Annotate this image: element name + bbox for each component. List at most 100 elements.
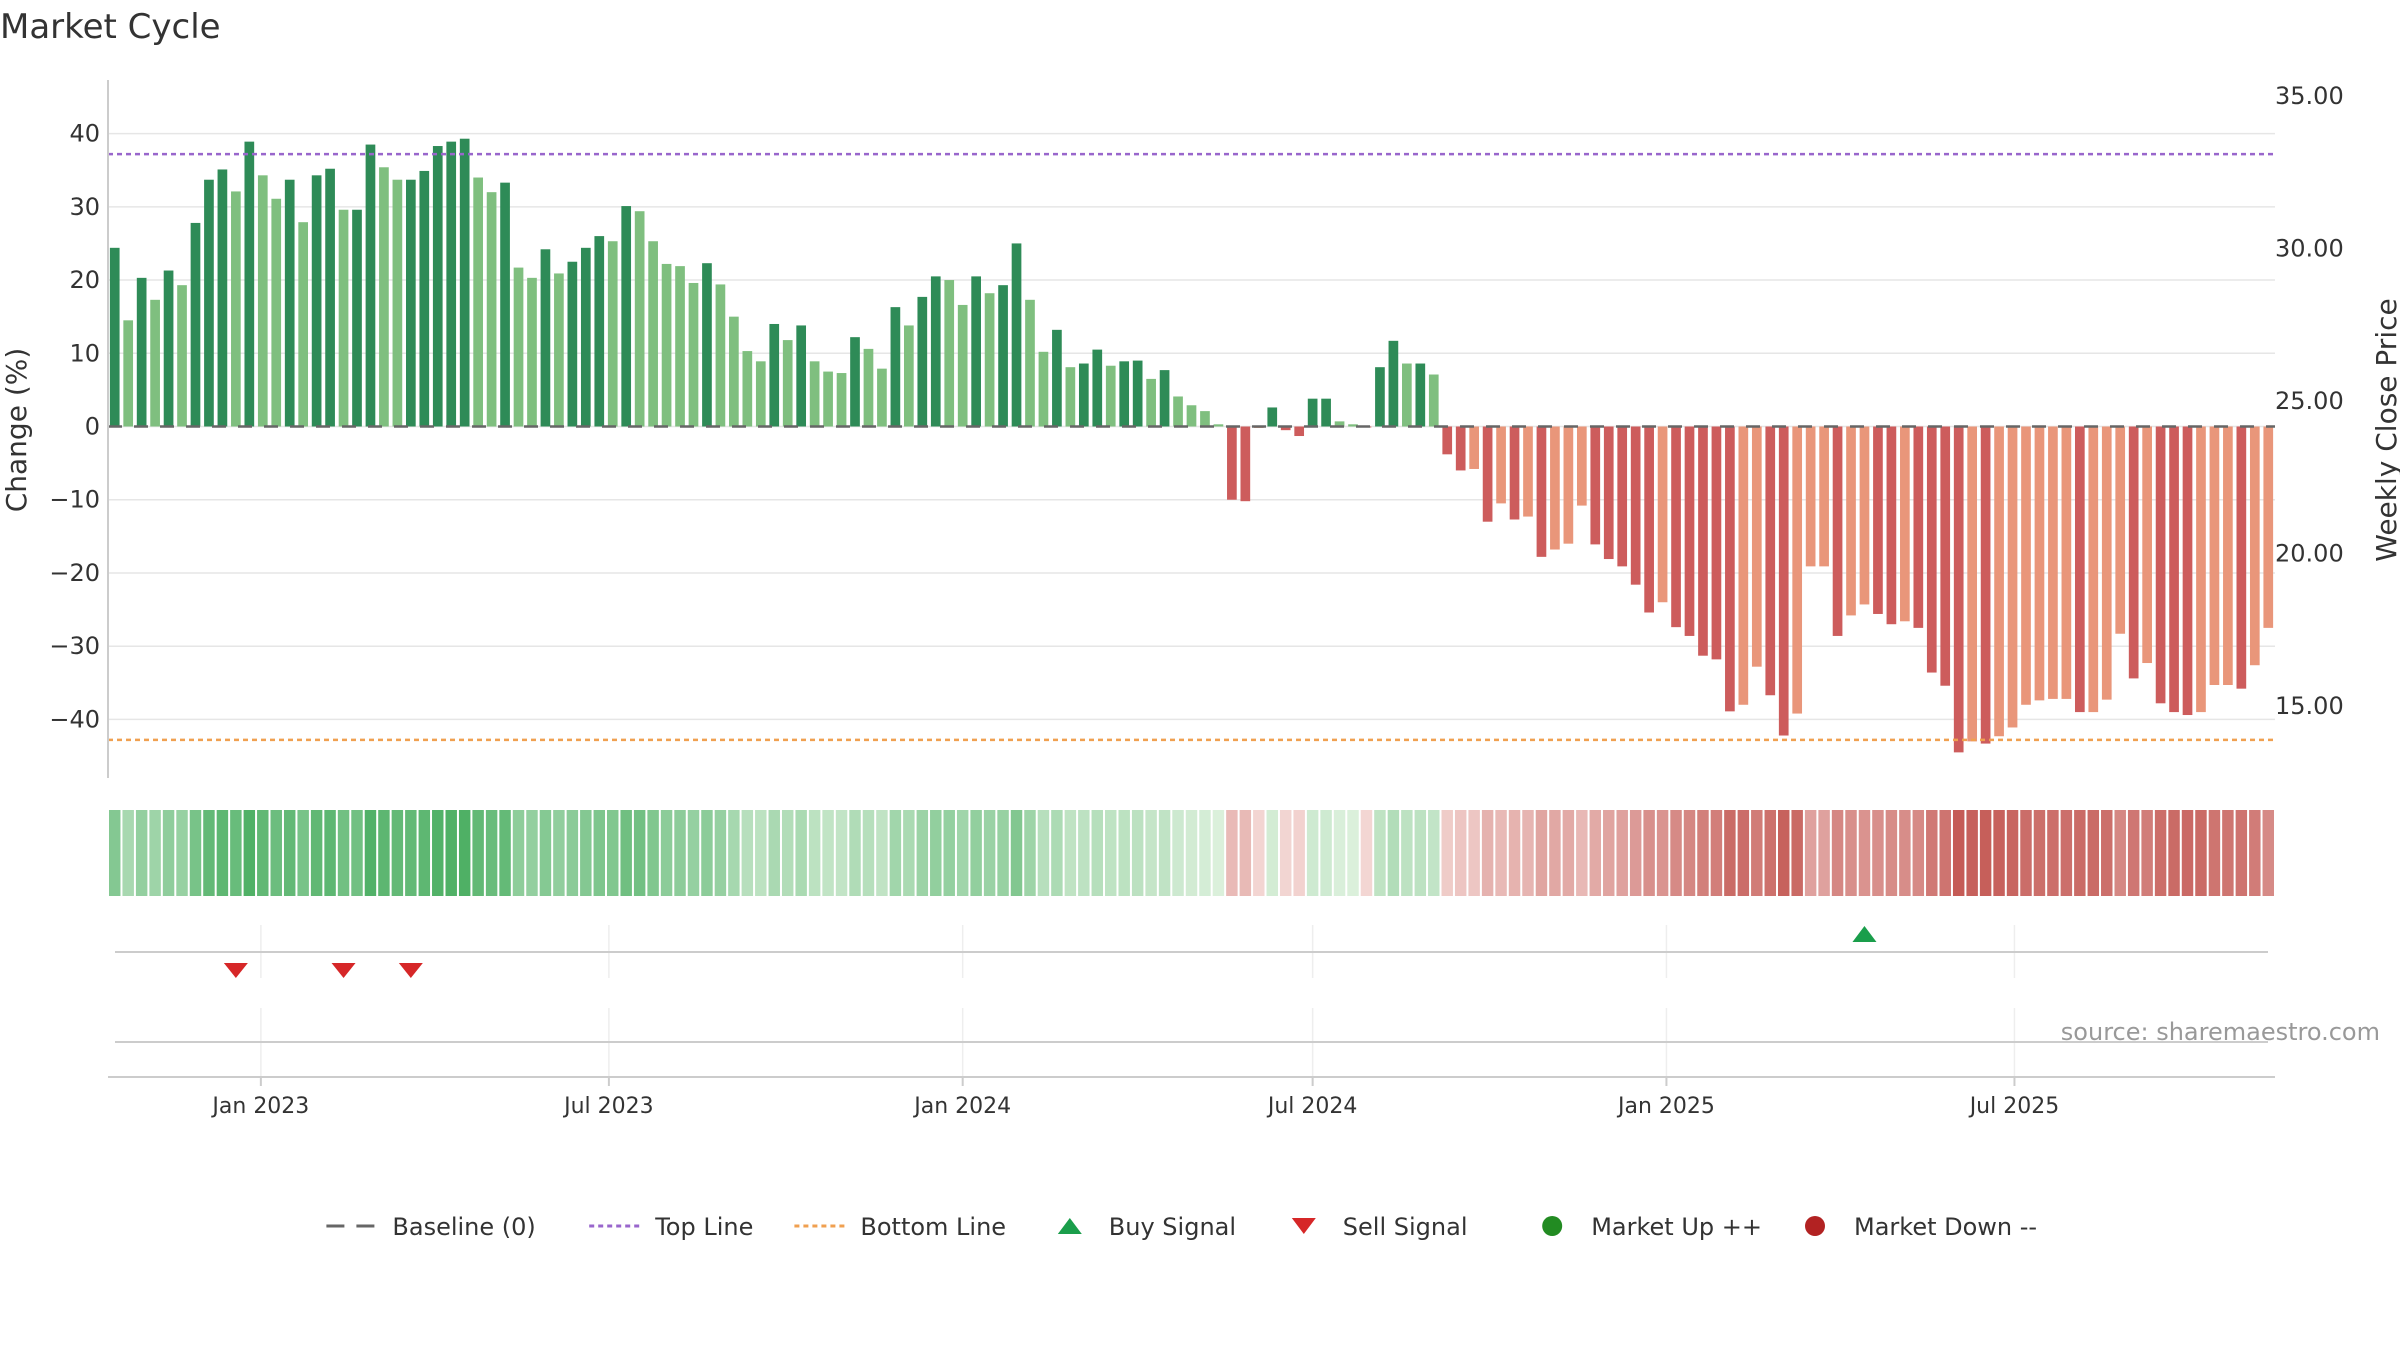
strip-cell — [1172, 810, 1184, 896]
strip-cell — [1333, 810, 1346, 896]
bar — [1334, 421, 1345, 427]
strip-cell — [1051, 810, 1063, 896]
bar — [2007, 426, 2018, 728]
bar — [231, 191, 241, 427]
strip-cell — [472, 810, 484, 896]
bar — [419, 170, 430, 427]
bar — [392, 179, 403, 427]
bar — [446, 141, 457, 427]
strip-cell — [391, 810, 404, 896]
strip-cell — [876, 810, 888, 896]
strip-cell — [2222, 810, 2234, 896]
strip-cell — [2249, 810, 2261, 896]
strip-cell — [1401, 810, 1413, 896]
strip-cell — [337, 810, 350, 896]
lower-panel — [115, 1008, 2268, 1076]
bar — [984, 293, 995, 427]
strip-cell — [1549, 810, 1561, 896]
legend-marker-triangle-down — [1291, 1218, 1316, 1234]
bar — [877, 368, 887, 427]
strip-cell — [526, 810, 538, 896]
strip-cell — [1979, 810, 1992, 896]
strip-cell — [1495, 810, 1507, 896]
strip-cell — [1078, 810, 1090, 896]
strip-cell — [109, 810, 121, 896]
strip-cell — [1064, 810, 1077, 896]
y-tick-label: −20 — [49, 559, 100, 587]
bar — [1078, 363, 1089, 427]
y-tick-label: 30 — [69, 193, 100, 221]
bar — [527, 277, 537, 427]
x-tick-label: Jan 2024 — [912, 1094, 1011, 1119]
bar — [1738, 426, 1749, 705]
bar — [284, 179, 295, 427]
strip-cell — [1320, 810, 1332, 896]
strip-cell — [728, 810, 740, 896]
bar — [1684, 426, 1695, 636]
strip-cell — [2101, 810, 2113, 896]
strip-cell — [203, 810, 215, 896]
y2-tick-label: 30.00 — [2275, 235, 2344, 263]
bar — [1657, 426, 1668, 603]
x-tick-label: Jul 2024 — [1266, 1094, 1358, 1119]
strip-cell — [122, 810, 134, 896]
bar — [2196, 426, 2206, 713]
bar — [1576, 426, 1587, 506]
strip-cell — [2033, 810, 2046, 896]
strip-cell — [162, 810, 175, 896]
strip-cell — [1199, 810, 1211, 896]
legend-marker-circle — [1542, 1216, 1563, 1236]
strip-cell — [297, 810, 309, 896]
strip-cell — [2006, 810, 2019, 896]
strip-cell — [1683, 810, 1696, 896]
bar — [863, 348, 874, 427]
bar — [136, 277, 147, 427]
y-tick-label: −30 — [49, 632, 100, 660]
bar — [823, 371, 833, 427]
strip-cell — [2195, 810, 2207, 896]
bar — [648, 241, 658, 427]
legend-label: Buy Signal — [1109, 1213, 1236, 1241]
strip-cell — [270, 810, 282, 896]
bar — [1267, 407, 1278, 427]
strip-cell — [324, 810, 336, 896]
strip-cell — [2235, 810, 2248, 896]
bar — [998, 285, 1008, 427]
bar — [244, 141, 255, 427]
strip-cell — [1845, 810, 1857, 896]
strip-cell — [1468, 810, 1480, 896]
strip-cell — [2168, 810, 2180, 896]
strip-cell — [903, 810, 915, 896]
legend-item: Market Down -- — [1805, 1213, 2037, 1241]
bar — [850, 337, 860, 427]
bar — [930, 276, 941, 427]
bar — [944, 280, 955, 427]
strip-cell — [2020, 810, 2032, 896]
bar — [2048, 426, 2058, 699]
bar — [1846, 426, 1856, 616]
strip-cell — [2047, 810, 2059, 896]
bar — [796, 325, 807, 427]
strip-cell — [647, 810, 659, 896]
bar — [1119, 361, 1130, 427]
strip-cell — [1589, 810, 1602, 896]
strip-cell — [795, 810, 807, 896]
bar — [311, 175, 322, 427]
strip-cell — [1926, 810, 1938, 896]
legend-marker-triangle-up — [1057, 1218, 1082, 1234]
strip-cell — [283, 810, 296, 896]
strip-cell — [956, 810, 969, 896]
bar — [271, 198, 282, 427]
bar — [1213, 424, 1224, 427]
strip-cell — [1441, 810, 1453, 896]
strip-cell — [257, 810, 269, 896]
bar — [2249, 426, 2260, 666]
strip-cell — [943, 810, 955, 896]
strip-cell — [660, 810, 673, 896]
bar — [513, 267, 524, 427]
strip-cell — [1212, 810, 1225, 896]
strip-cell — [1939, 810, 1951, 896]
bar — [1886, 426, 1897, 625]
strip-cell — [445, 810, 457, 896]
strip-cell — [1656, 810, 1669, 896]
